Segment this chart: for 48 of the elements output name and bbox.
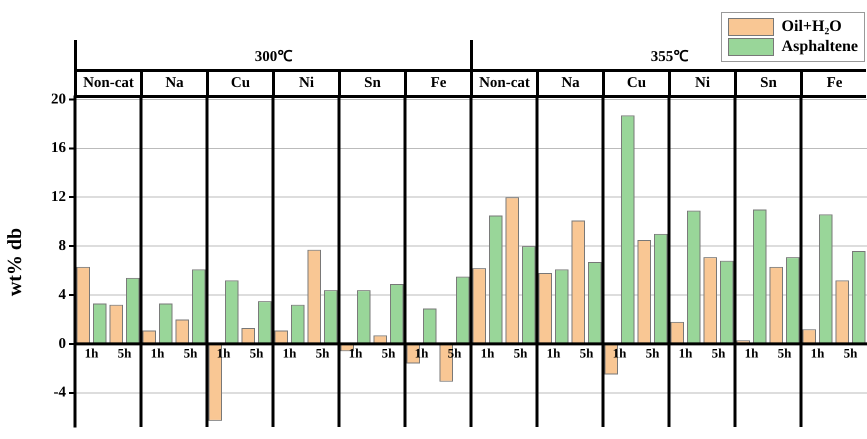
y-tick-label: 20 <box>51 91 66 108</box>
x-tick-label: 5h <box>118 346 132 361</box>
x-tick-label: 1h <box>810 346 826 361</box>
x-tick-label: 5h <box>316 346 330 361</box>
legend-label: Oil+H₂O <box>782 18 842 36</box>
x-tick-label: 5h <box>646 346 660 361</box>
y-tick-label: -4 <box>54 384 66 401</box>
x-tick-label: 5h <box>250 346 264 361</box>
text: Fe <box>800 69 866 98</box>
x-tick-label: 5h <box>514 346 528 361</box>
text: Ni <box>272 69 338 98</box>
text: Fe <box>404 69 470 98</box>
text: Cu <box>206 69 272 98</box>
x-tick-label: 1h <box>546 346 562 361</box>
text: Ni <box>668 69 734 98</box>
y-axis-title: wt% db <box>4 228 26 296</box>
text: Non-cat <box>470 69 536 98</box>
x-tick-label: 1h <box>150 346 166 361</box>
x-tick-label: 5h <box>580 346 594 361</box>
x-tick-label: 1h <box>744 346 760 361</box>
text: Na <box>140 69 206 98</box>
y-tick-label: 4 <box>58 286 66 303</box>
text: 300℃ <box>74 40 470 70</box>
text: Sn <box>734 69 800 98</box>
x-tick-label: 5h <box>778 346 792 361</box>
x-tick-label: 5h <box>448 346 462 361</box>
text: Non-cat <box>74 69 140 98</box>
x-tick-label: 1h <box>480 346 496 361</box>
x-tick-label: 1h <box>84 346 100 361</box>
text: Cu <box>602 69 668 98</box>
x-tick-label: 1h <box>282 346 298 361</box>
text: Na <box>536 69 602 98</box>
x-tick-label: 1h <box>678 346 694 361</box>
x-tick-label: 5h <box>844 346 858 361</box>
text: Sn <box>338 69 404 98</box>
x-tick-label: 5h <box>184 346 198 361</box>
x-tick-label: 5h <box>382 346 396 361</box>
y-tick-label: 8 <box>58 238 66 254</box>
x-tick-label: 5h <box>712 346 726 361</box>
x-tick-label: 1h <box>612 346 628 361</box>
y-tick-label: 12 <box>51 189 66 206</box>
y-tick-label: 16 <box>51 140 66 156</box>
x-tick-label: 1h <box>216 346 232 361</box>
legend-label: Asphaltene <box>782 38 858 56</box>
x-tick-label: 1h <box>348 346 364 361</box>
y-tick-label: 0 <box>58 336 66 352</box>
x-tick-label: 1h <box>414 346 430 361</box>
text: 355℃ <box>650 48 688 64</box>
